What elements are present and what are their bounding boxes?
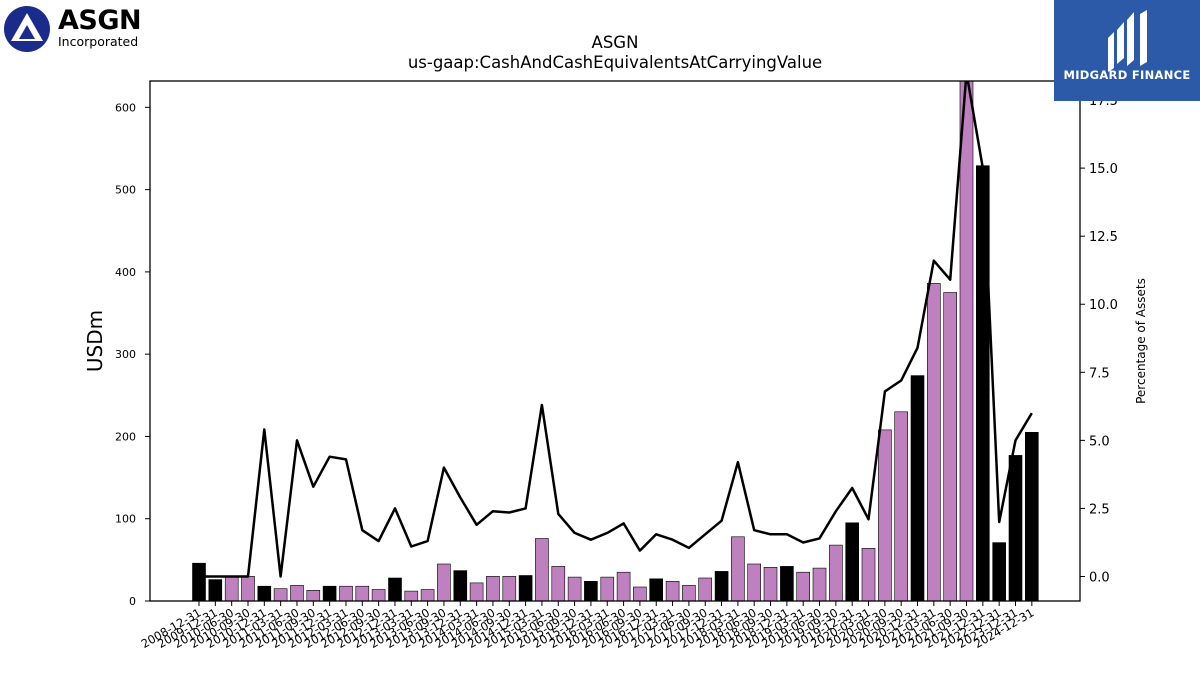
- y-tick-label: 600: [115, 101, 136, 114]
- bar: [306, 589, 321, 602]
- bar: [469, 582, 484, 602]
- bar: [339, 585, 353, 602]
- bar: [796, 571, 811, 602]
- y-axis-label: USDm: [83, 310, 107, 372]
- bar: [926, 283, 941, 602]
- bar: [322, 585, 337, 602]
- bar: [698, 577, 713, 602]
- bar: [241, 575, 255, 602]
- bar: [780, 566, 794, 602]
- y-tick-label: 500: [115, 184, 136, 197]
- midgard-finance-badge: MIDGARD FINANCE: [1054, 0, 1200, 101]
- bar: [192, 562, 206, 602]
- bar: [518, 575, 533, 602]
- logo-name: ASGN: [58, 5, 142, 36]
- bar: [861, 547, 876, 602]
- y2-tick-label: 12.5: [1089, 230, 1118, 245]
- y2-axis-label: Percentage of Assets: [1134, 278, 1148, 404]
- y2-tick-label: 0.0: [1089, 570, 1110, 585]
- bar: [616, 571, 631, 602]
- bar: [633, 586, 647, 602]
- bar: [290, 585, 304, 602]
- bar: [747, 563, 762, 602]
- bar: [404, 590, 419, 602]
- bar: [714, 571, 729, 602]
- bar: [845, 522, 860, 602]
- bar: [437, 563, 451, 602]
- bar: [567, 576, 582, 602]
- chart-title: ASGN: [591, 33, 639, 52]
- y-tick-label: 400: [115, 266, 136, 279]
- bar: [388, 577, 402, 602]
- bar: [829, 544, 843, 602]
- bar: [224, 575, 239, 602]
- y2-tick-label: 7.5: [1089, 366, 1110, 381]
- chart-subtitle: us-gaap:CashAndCashEquivalentsAtCarrying…: [407, 53, 823, 72]
- bar: [1008, 455, 1023, 602]
- bar: [992, 542, 1007, 602]
- bar: [910, 375, 925, 602]
- y-tick-label: 100: [115, 513, 136, 526]
- bar: [273, 588, 288, 602]
- bar: [878, 429, 892, 602]
- bar: [551, 566, 566, 602]
- pct-assets-line: [199, 81, 1033, 578]
- brand-name: MIDGARD FINANCE: [1063, 68, 1191, 82]
- y2-tick-label: 10.0: [1089, 298, 1118, 313]
- bar: [894, 411, 909, 602]
- bar: [453, 570, 468, 602]
- bar: [943, 292, 958, 602]
- bar: [486, 575, 500, 602]
- bar: [355, 585, 370, 602]
- asgn-logo: ASGN Incorporated: [4, 4, 154, 54]
- bar: [731, 536, 745, 602]
- bar: [1025, 431, 1039, 602]
- y-tick-label: 0: [129, 595, 136, 608]
- bar: [959, 80, 974, 602]
- bar: [600, 576, 615, 602]
- y2-tick-label: 5.0: [1089, 434, 1110, 449]
- bar: [975, 165, 990, 602]
- bar: [502, 575, 517, 602]
- plot-frame: [149, 80, 1081, 602]
- bar: [257, 585, 272, 602]
- y2-tick-label: 2.5: [1089, 502, 1110, 517]
- y-tick-label: 300: [115, 348, 136, 361]
- bar: [371, 589, 386, 602]
- bar: [763, 566, 778, 602]
- asgn-logo-icon: [4, 6, 50, 52]
- bar: [649, 578, 664, 602]
- logo-subtitle: Incorporated: [58, 34, 139, 49]
- midgard-logo-icon: [1108, 10, 1147, 72]
- bar: [812, 567, 827, 602]
- bar: [665, 580, 680, 602]
- bar: [584, 580, 598, 602]
- bar: [208, 579, 223, 602]
- bar: [420, 589, 435, 602]
- bar: [682, 585, 696, 602]
- bar: [535, 538, 549, 602]
- y2-tick-label: 15.0: [1089, 162, 1118, 177]
- y-tick-label: 200: [115, 430, 136, 443]
